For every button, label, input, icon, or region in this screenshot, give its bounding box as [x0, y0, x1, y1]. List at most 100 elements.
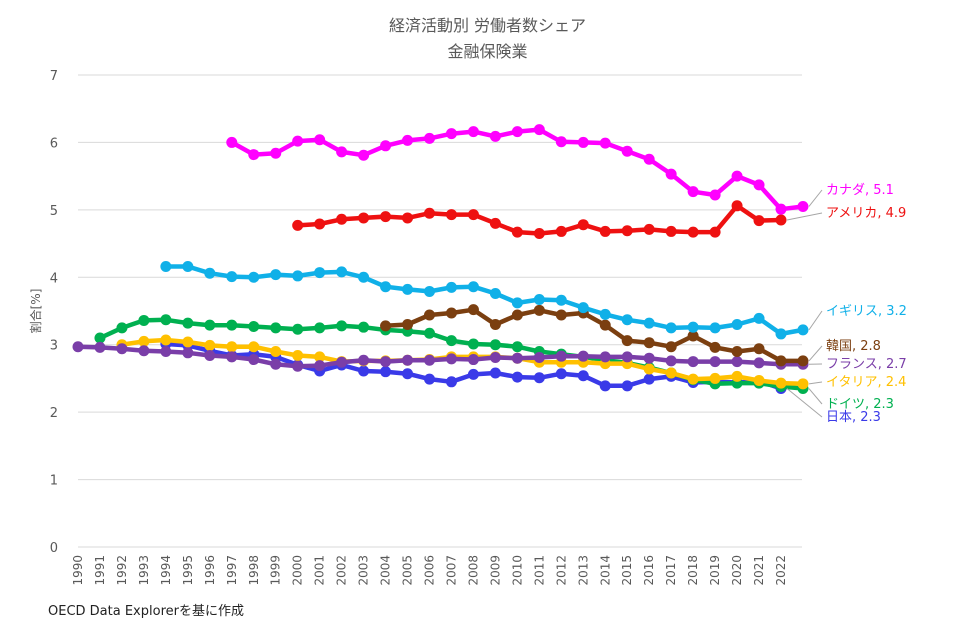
data-point [533, 352, 545, 364]
x-tick-label: 2006 [423, 555, 437, 586]
data-point [402, 368, 414, 380]
data-point [555, 350, 567, 362]
data-point [204, 319, 216, 331]
data-point [160, 345, 172, 357]
data-point [687, 186, 699, 198]
data-point [160, 260, 172, 272]
data-point [182, 260, 194, 272]
y-tick-label: 0 [50, 541, 58, 556]
data-point [358, 354, 370, 366]
data-point [467, 304, 479, 316]
data-point [533, 294, 545, 306]
data-point [775, 203, 787, 215]
data-point [336, 266, 348, 278]
x-tick-label: 2008 [466, 555, 480, 586]
x-tick-label: 2001 [313, 555, 327, 586]
data-point [138, 345, 150, 357]
x-tick-label: 2007 [444, 555, 458, 586]
data-point [226, 136, 238, 148]
x-tick-label: 2014 [598, 555, 612, 586]
y-tick-label: 3 [50, 339, 58, 354]
data-point [555, 368, 567, 380]
data-point [577, 219, 589, 231]
series-イギリス [160, 260, 809, 340]
data-point [292, 323, 304, 335]
data-point [665, 322, 677, 334]
data-point [489, 318, 501, 330]
data-point [577, 350, 589, 362]
data-point [709, 226, 721, 238]
data-point [621, 380, 633, 392]
data-point [314, 351, 326, 363]
data-point [643, 317, 655, 329]
data-point [314, 218, 326, 230]
series-line [77, 344, 803, 369]
x-tick-label: 1995 [181, 555, 195, 586]
series-フランス [72, 341, 809, 372]
data-point [621, 145, 633, 157]
data-point [270, 322, 282, 334]
data-point [424, 354, 435, 366]
x-tick-label: 2012 [554, 555, 568, 586]
data-point [731, 345, 743, 357]
data-point [248, 321, 260, 333]
data-point [599, 319, 611, 331]
data-point [292, 350, 304, 362]
data-point [731, 170, 743, 182]
series-end-label: カナダ, 5.1 [826, 183, 894, 198]
data-point [665, 367, 677, 379]
data-point [665, 225, 677, 237]
x-tick-label: 2009 [488, 555, 502, 586]
data-point [489, 352, 501, 364]
data-point [314, 267, 326, 279]
data-point [753, 312, 765, 324]
data-point [489, 217, 501, 229]
data-point [358, 212, 370, 224]
y-tick-label: 6 [50, 136, 58, 151]
data-point [731, 200, 743, 212]
data-point [160, 314, 172, 326]
data-point [643, 223, 655, 235]
data-point [445, 376, 457, 388]
data-point [380, 211, 392, 223]
source-note: OECD Data Explorerを基に作成 [48, 604, 244, 619]
x-tick-label: 2016 [642, 555, 656, 586]
data-point [248, 354, 260, 366]
data-point [467, 126, 479, 138]
data-point [753, 343, 765, 355]
data-point [797, 378, 809, 390]
data-point [424, 327, 435, 339]
data-point [160, 334, 172, 346]
x-tick-label: 2000 [291, 555, 305, 586]
x-tick-label: 2020 [730, 555, 744, 586]
data-point [665, 341, 677, 353]
x-tick-label: 1997 [225, 555, 239, 586]
series-end-labels: カナダ, 5.1 アメリカ, 4.9 イギリス, 3.2 韓国, 2.8 フランス, 2… [786, 183, 907, 425]
data-point [402, 354, 414, 366]
x-tick-label: 2022 [774, 555, 788, 586]
data-point [731, 370, 743, 382]
data-point [555, 225, 567, 237]
chart-subtitle: 金融保険業 [447, 42, 528, 61]
data-point [467, 281, 479, 293]
data-point [621, 335, 633, 347]
data-point [424, 285, 435, 297]
data-point [577, 370, 589, 382]
data-point [467, 368, 479, 380]
series-end-label: イギリス, 3.2 [826, 304, 907, 319]
data-point [292, 135, 304, 147]
label-leader-line [786, 212, 823, 221]
data-point [709, 372, 721, 384]
x-tick-label: 2010 [510, 555, 524, 586]
data-point [358, 321, 370, 333]
data-point [116, 343, 128, 355]
data-point [358, 365, 370, 377]
data-point [797, 324, 809, 336]
data-point [577, 136, 589, 148]
x-tick-label: 2017 [664, 555, 678, 586]
data-point [687, 356, 699, 368]
series-end-label: フランス, 2.7 [826, 357, 907, 372]
data-point [248, 149, 260, 161]
data-point [380, 140, 392, 152]
